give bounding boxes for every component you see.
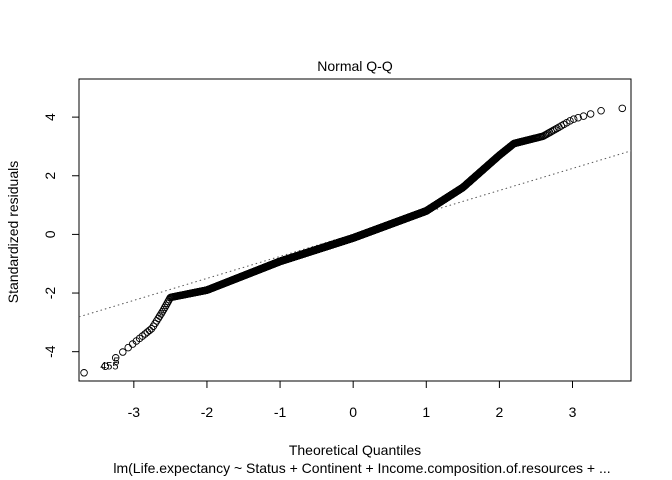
- data-point: [553, 124, 561, 133]
- data-point: [566, 117, 574, 125]
- data-point: [80, 369, 88, 377]
- x-tick-label: -2: [201, 404, 214, 420]
- y-tick-label: -4: [42, 345, 58, 358]
- data-point: [569, 115, 578, 123]
- data-point: [138, 332, 147, 340]
- plot-frame: [78, 78, 632, 382]
- data-point: [163, 299, 171, 308]
- data-point: [158, 307, 167, 316]
- data-point: [547, 127, 556, 136]
- data-point: [597, 107, 605, 115]
- outlier-label: 5: [113, 356, 119, 368]
- data-point: [551, 125, 559, 134]
- x-tick-label: 3: [569, 404, 577, 420]
- x-tick-label: -3: [128, 404, 141, 420]
- data-point: [618, 104, 627, 113]
- data-point: [101, 362, 110, 371]
- data-point: [124, 343, 132, 352]
- data-point: [549, 126, 557, 135]
- data-point: [111, 354, 120, 362]
- y-tick-label: -2: [42, 287, 58, 300]
- data-point: [574, 113, 582, 122]
- model-subtitle: lm(Life.expectancy ~ Status + Continent …: [113, 460, 610, 476]
- outlier-label: 455: [100, 360, 118, 372]
- chart-title: Normal Q-Q: [317, 58, 393, 74]
- data-point: [119, 348, 127, 356]
- data-point: [145, 326, 154, 335]
- y-tick-label: 4: [42, 113, 58, 121]
- data-point: [155, 312, 164, 320]
- x-tick-label: 1: [422, 404, 430, 420]
- x-tick-label: 0: [349, 404, 357, 420]
- data-point: [157, 310, 165, 318]
- data-point: [579, 112, 588, 120]
- data-point: [586, 110, 595, 118]
- y-tick-label: 0: [42, 230, 58, 238]
- data-point: [159, 305, 168, 314]
- axes: -3 -2 -1 0 1 2 3 -4 -2 0 2 4: [42, 78, 632, 420]
- x-tick-label: 2: [495, 404, 503, 420]
- data-point: [161, 303, 169, 312]
- data-point: [162, 301, 170, 310]
- y-tick-label: 2: [42, 172, 58, 180]
- y-axis-label: Standardized residuals: [5, 161, 21, 303]
- x-tick-label: -1: [274, 404, 287, 420]
- x-axis-label: Theoretical Quantiles: [289, 442, 421, 458]
- data-point: [141, 330, 149, 338]
- data-point: [147, 324, 156, 333]
